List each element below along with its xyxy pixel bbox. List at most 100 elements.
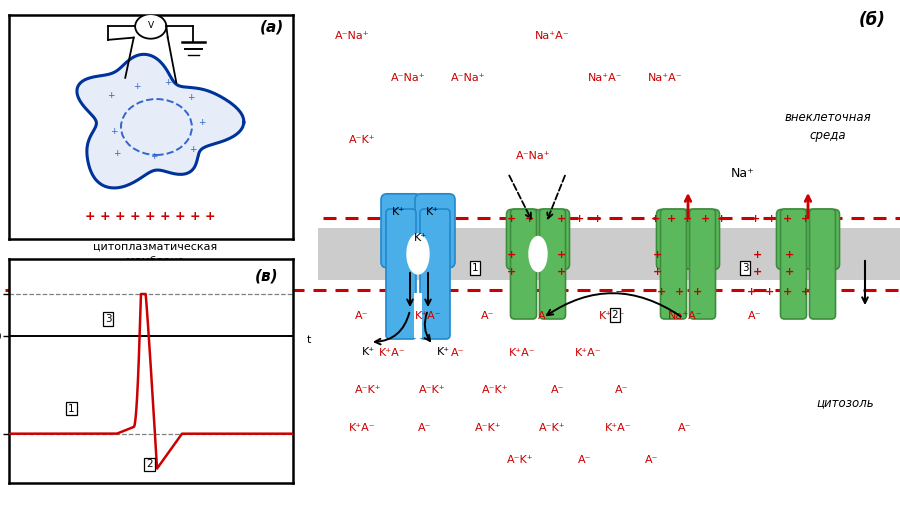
Text: 2: 2 (146, 459, 153, 469)
Text: (б): (б) (859, 11, 886, 29)
Text: A⁻K⁺: A⁻K⁺ (474, 423, 501, 433)
Text: +: + (800, 214, 810, 224)
Text: K⁺: K⁺ (362, 347, 374, 357)
Text: A⁻Na⁺: A⁻Na⁺ (335, 31, 369, 41)
FancyArrow shape (287, 334, 300, 338)
Text: K⁺A⁻: K⁺A⁻ (379, 348, 405, 358)
Text: 1: 1 (68, 403, 75, 414)
Text: +: + (508, 250, 517, 260)
Text: A⁻: A⁻ (748, 311, 761, 321)
Text: K⁺A⁻: K⁺A⁻ (598, 311, 625, 321)
Text: +: + (783, 214, 793, 224)
Text: A⁻Na⁺: A⁻Na⁺ (516, 151, 550, 161)
Text: +: + (786, 267, 795, 277)
Text: A⁻K⁺: A⁻K⁺ (507, 455, 534, 465)
Text: (а): (а) (260, 20, 284, 35)
Text: +: + (751, 214, 760, 224)
Text: A⁻Na⁺: A⁻Na⁺ (391, 73, 426, 83)
Text: A⁻: A⁻ (578, 455, 592, 465)
FancyBboxPatch shape (507, 209, 541, 269)
FancyBboxPatch shape (536, 209, 570, 269)
Text: K⁺A⁻: K⁺A⁻ (415, 311, 441, 321)
Text: +: + (651, 214, 660, 224)
Text: 2: 2 (612, 310, 618, 320)
Text: +: + (693, 287, 703, 297)
Text: K⁺: K⁺ (436, 347, 450, 357)
Text: +: + (800, 287, 810, 297)
Polygon shape (76, 54, 244, 188)
Text: цитоплазматическая
мембрана: цитоплазматическая мембрана (93, 242, 217, 266)
FancyBboxPatch shape (661, 209, 687, 319)
Text: V: V (148, 21, 154, 30)
FancyBboxPatch shape (510, 209, 536, 319)
Text: A⁻K⁺: A⁻K⁺ (355, 385, 382, 395)
Text: Na⁺A⁻: Na⁺A⁻ (668, 311, 702, 321)
Text: +: + (783, 287, 793, 297)
Text: +: + (110, 127, 118, 136)
Text: +: + (653, 267, 662, 277)
Text: A⁻: A⁻ (551, 385, 565, 395)
Text: +: + (186, 93, 194, 103)
Text: +: + (593, 214, 603, 224)
Text: +: + (700, 214, 709, 224)
Text: +: + (107, 91, 115, 100)
Text: A⁻: A⁻ (645, 455, 659, 465)
Text: K⁺A⁻: K⁺A⁻ (575, 348, 601, 358)
FancyBboxPatch shape (777, 209, 811, 269)
Text: +: + (753, 250, 762, 260)
Text: +: + (198, 118, 205, 127)
Text: +: + (786, 250, 795, 260)
Text: внеклеточная
среда: внеклеточная среда (785, 111, 871, 142)
Text: A⁻: A⁻ (356, 311, 369, 321)
Text: A⁻: A⁻ (482, 311, 495, 321)
Text: A⁻Na⁺: A⁻Na⁺ (451, 73, 485, 83)
Text: +: + (675, 287, 685, 297)
Text: +: + (190, 145, 197, 154)
Ellipse shape (529, 237, 547, 271)
Text: −: − (614, 285, 626, 299)
Text: (в): (в) (255, 269, 278, 284)
Text: +: + (164, 78, 172, 87)
Text: K⁺: K⁺ (413, 233, 427, 243)
Text: +: + (526, 214, 535, 224)
Text: +: + (668, 214, 677, 224)
Text: K⁺A⁻: K⁺A⁻ (348, 423, 375, 433)
Text: A⁻K⁺: A⁻K⁺ (418, 385, 446, 395)
Text: Na⁺A⁻: Na⁺A⁻ (588, 73, 622, 83)
Text: +: + (575, 214, 585, 224)
Text: +: + (657, 287, 667, 297)
Text: +: + (765, 287, 775, 297)
FancyBboxPatch shape (386, 209, 416, 339)
Text: 3: 3 (742, 263, 748, 273)
Text: +: + (508, 267, 517, 277)
Circle shape (135, 14, 166, 39)
Text: +: + (653, 250, 662, 260)
Text: K⁺A⁻: K⁺A⁻ (508, 348, 536, 358)
Text: +: + (747, 287, 757, 297)
Bar (318, 228, 900, 280)
Text: + + + + + + + + +: + + + + + + + + + (86, 210, 216, 223)
FancyBboxPatch shape (420, 209, 450, 339)
Text: K⁺: K⁺ (426, 207, 438, 217)
Text: Na⁺A⁻: Na⁺A⁻ (535, 31, 570, 41)
FancyBboxPatch shape (656, 209, 690, 269)
Text: A⁻K⁺: A⁻K⁺ (348, 135, 375, 145)
Text: 1: 1 (472, 263, 478, 273)
FancyBboxPatch shape (415, 194, 455, 268)
Ellipse shape (407, 234, 429, 274)
FancyBboxPatch shape (381, 194, 421, 268)
FancyBboxPatch shape (539, 209, 565, 319)
Text: +: + (683, 214, 693, 224)
Text: 3: 3 (105, 314, 112, 324)
Text: +: + (753, 267, 762, 277)
FancyBboxPatch shape (686, 209, 719, 269)
FancyBboxPatch shape (806, 209, 840, 269)
Text: +: + (557, 267, 567, 277)
Text: A⁻: A⁻ (538, 311, 552, 321)
Text: Na⁺: Na⁺ (731, 167, 755, 179)
Text: цитозоль: цитозоль (816, 397, 874, 409)
Text: A⁻: A⁻ (451, 348, 464, 358)
Text: +: + (508, 214, 517, 224)
Text: A⁻K⁺: A⁻K⁺ (482, 385, 508, 395)
Text: +: + (113, 149, 121, 158)
